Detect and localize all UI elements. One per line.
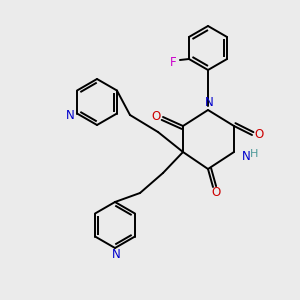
Text: F: F — [169, 56, 176, 68]
Text: O: O — [212, 185, 220, 199]
Text: N: N — [242, 149, 250, 163]
Text: N: N — [112, 248, 120, 260]
Text: O: O — [254, 128, 264, 140]
Text: N: N — [66, 109, 74, 122]
Text: N: N — [205, 97, 213, 110]
Text: H: H — [250, 149, 258, 159]
Text: O: O — [152, 110, 160, 122]
